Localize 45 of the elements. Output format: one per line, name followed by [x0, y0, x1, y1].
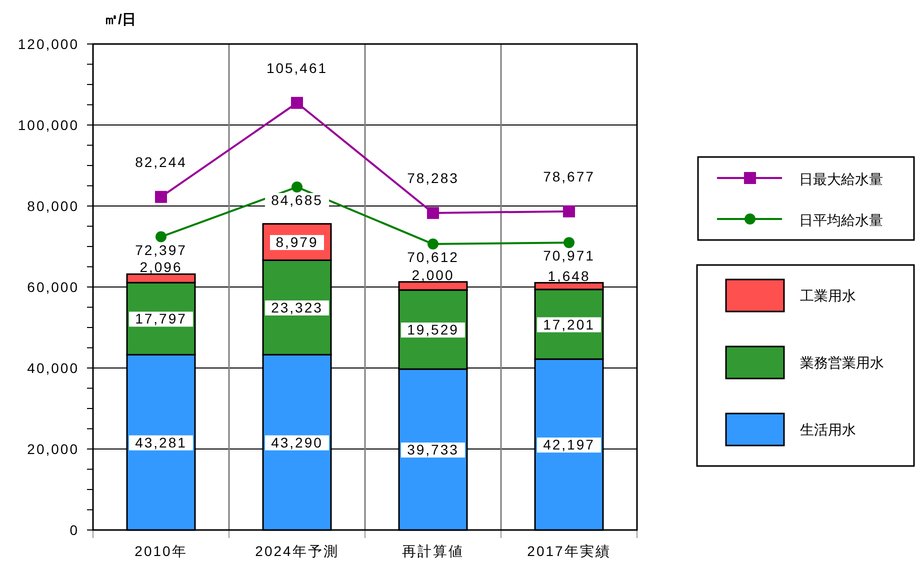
data-label: 84,685 — [271, 192, 323, 208]
data-label: 78,283 — [407, 170, 459, 186]
point — [563, 205, 575, 218]
y-tick-label: 20,000 — [27, 441, 79, 457]
point — [292, 182, 302, 193]
data-label: 70,612 — [407, 249, 459, 266]
data-label: 1,648 — [548, 268, 590, 284]
legend-label: 生活用水 — [800, 422, 856, 438]
y-tick-label: 0 — [70, 522, 79, 538]
data-label: 19,529 — [407, 322, 459, 338]
point — [291, 96, 303, 109]
data-label: 2,096 — [140, 259, 182, 276]
legend-label: 工業用水 — [800, 288, 856, 304]
legend-label: 日平均給水量 — [799, 212, 883, 228]
data-label: 43,281 — [135, 434, 187, 450]
data-label: 23,323 — [271, 299, 323, 316]
point — [428, 238, 438, 250]
data-label: 72,397 — [135, 242, 187, 258]
y-tick-label: 120,000 — [18, 36, 79, 52]
x-tick-label: 再計算値 — [402, 543, 464, 559]
x-tick-label: 2024年予測 — [255, 543, 339, 559]
data-label: 39,733 — [407, 442, 459, 458]
legend-label: 日最大給水量 — [799, 171, 883, 187]
data-label: 2,000 — [412, 266, 454, 283]
data-label: 43,290 — [271, 434, 323, 450]
data-label: 78,677 — [543, 168, 595, 184]
y-tick-label: 80,000 — [27, 198, 79, 214]
legend-label: 業務営業用水 — [800, 354, 884, 370]
data-label: 17,797 — [135, 310, 187, 327]
data-label: 70,971 — [543, 248, 595, 264]
x-tick-label: 2017年実績 — [527, 543, 611, 559]
point — [427, 206, 439, 219]
point — [564, 237, 574, 248]
point — [156, 231, 166, 242]
y-axis-title: ㎥/日 — [104, 11, 136, 27]
data-label: 42,197 — [543, 436, 595, 453]
y-tick-label: 60,000 — [27, 279, 79, 295]
data-label: 8,979 — [276, 234, 318, 250]
y-tick-label: 40,000 — [27, 360, 79, 376]
data-label: 17,201 — [543, 316, 595, 332]
x-tick-label: 2010年 — [134, 543, 188, 559]
y-tick-label: 100,000 — [18, 117, 79, 133]
point — [155, 190, 167, 203]
data-label: 105,461 — [266, 60, 328, 76]
data-label: 82,244 — [135, 154, 187, 170]
